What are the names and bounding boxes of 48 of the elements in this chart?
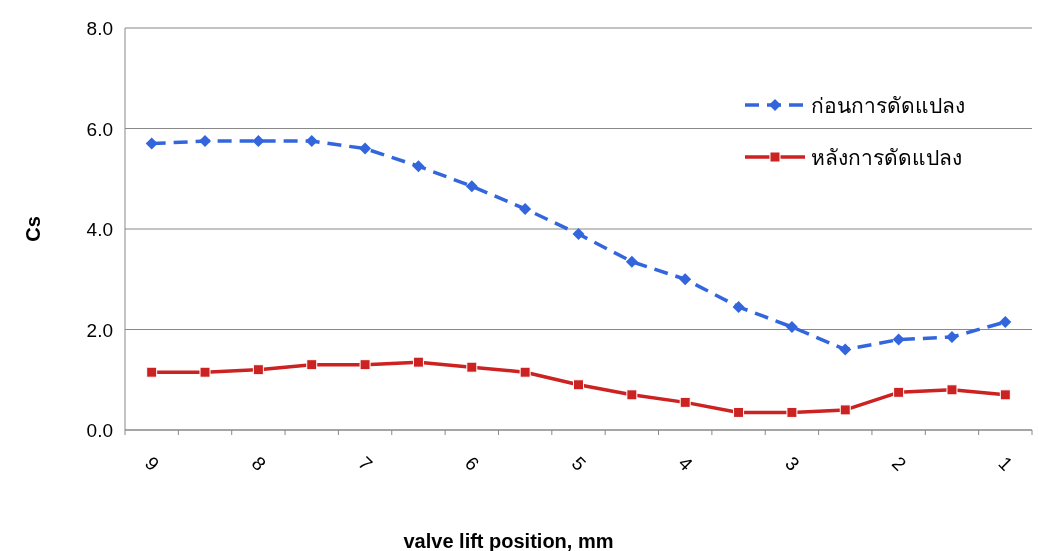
point: [199, 135, 212, 148]
y-axis-title: Cs: [22, 216, 44, 242]
point: [573, 379, 584, 391]
x-tick-label: 2: [887, 452, 911, 475]
x-tick-label: 9: [140, 452, 164, 475]
x-tick-label: 8: [247, 452, 270, 475]
x-tick-label: 4: [674, 452, 698, 476]
x-tick-label: 1: [994, 452, 1017, 475]
point: [785, 320, 798, 333]
legend: ก่อนการดัดแปลง: [745, 94, 965, 117]
point: [146, 366, 158, 378]
legend: หลังการดัดแปลง: [745, 146, 962, 169]
y-tick-label: 8.0: [86, 18, 113, 39]
point: [519, 202, 532, 215]
point: [359, 359, 371, 371]
point: [839, 343, 852, 356]
point: [893, 386, 905, 398]
point: [306, 359, 318, 371]
y-tick-label: 4.0: [86, 219, 113, 240]
point: [732, 300, 745, 313]
point: [199, 366, 211, 378]
point: [679, 396, 691, 408]
legend-label: หลังการดัดแปลง: [811, 146, 962, 169]
point: [625, 255, 638, 268]
point: [412, 160, 425, 173]
point: [626, 389, 638, 401]
point: [733, 406, 745, 418]
x-tick-label: 5: [567, 452, 591, 475]
point: [359, 142, 372, 155]
y-tick-label: 2.0: [86, 319, 113, 341]
point: [519, 366, 531, 378]
x-tick-label: 7: [354, 452, 377, 475]
point: [679, 273, 692, 286]
point: [252, 364, 264, 376]
legend-label: ก่อนการดัดแปลง: [811, 94, 965, 117]
point: [465, 180, 478, 193]
point: [839, 404, 851, 416]
point: [466, 361, 478, 373]
point: [572, 228, 585, 241]
x-tick-label: 3: [781, 452, 804, 475]
point: [999, 389, 1011, 401]
y-tick-label: 6.0: [86, 118, 113, 140]
point: [786, 406, 798, 418]
point: [999, 315, 1012, 328]
point: [946, 384, 958, 396]
y-tick-label: 0.0: [86, 420, 113, 441]
point: [412, 356, 424, 368]
x-tick-label: 6: [460, 452, 484, 475]
